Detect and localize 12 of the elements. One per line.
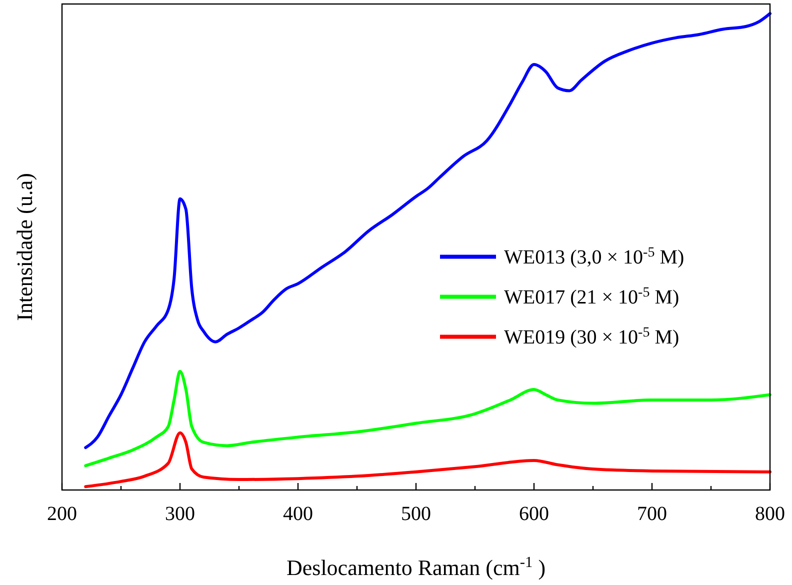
legend-label: WE013 (3,0 × 10$^{-5}$ M)	[504, 245, 684, 269]
x-tick-label: 500	[401, 503, 431, 525]
legend-label: WE017 (21 × 10$^{-5}$ M)	[504, 285, 680, 309]
y-axis-title: Intensidade (u.a)	[12, 173, 37, 321]
x-axis-title: Deslocamento Raman (cm$^{-1}$ )	[286, 554, 546, 580]
x-tick-label: 400	[283, 503, 313, 525]
x-tick-label: 300	[165, 503, 195, 525]
x-tick-label: 800	[755, 503, 785, 525]
x-tick-label: 600	[519, 503, 549, 525]
x-tick-label: 700	[637, 503, 667, 525]
x-tick-label: 200	[47, 503, 77, 525]
legend-label: WE019 (30 × 10$^{-5}$ M)	[504, 325, 680, 349]
